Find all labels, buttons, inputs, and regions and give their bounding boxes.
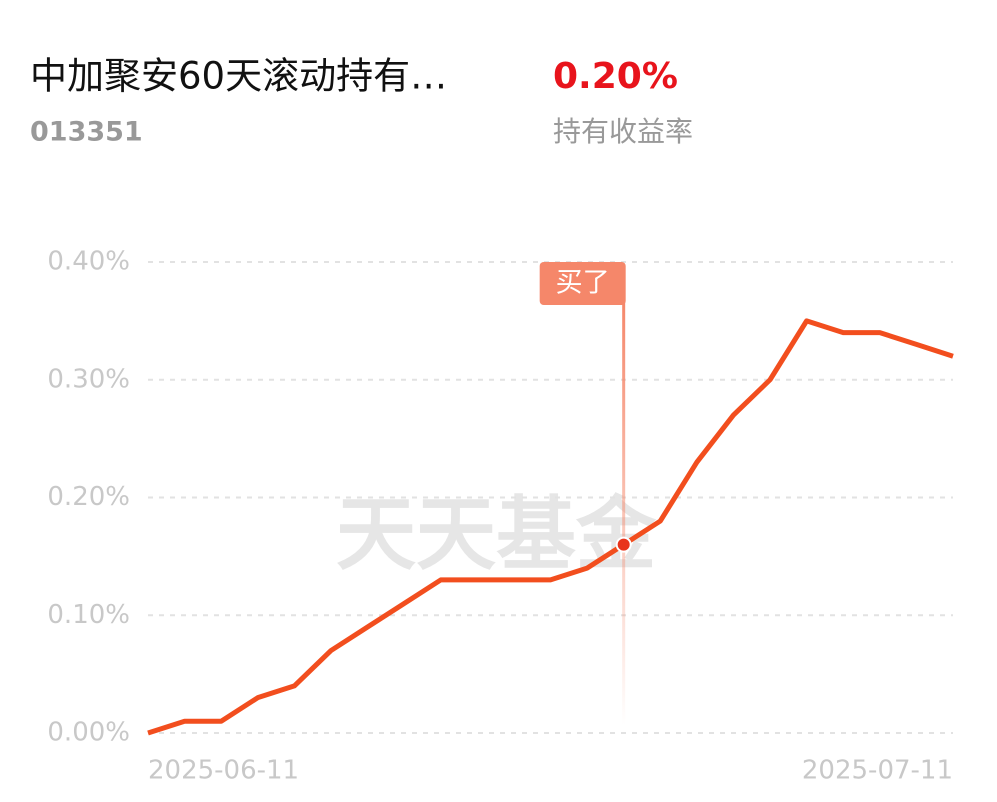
return-value: 0.20% [553, 56, 678, 97]
marker-label: 买了 [556, 268, 610, 299]
y-tick-label: 0.40% [47, 247, 130, 277]
return-label: 持有收益率 [553, 115, 693, 148]
line [147, 318, 954, 736]
x-tick-label: 2025-06-11 [148, 756, 299, 786]
fund-code: 013351 [30, 117, 143, 148]
y-tick-label: 0.00% [47, 718, 130, 748]
watermark: 天天基金 [336, 488, 657, 581]
marker-point [615, 536, 632, 553]
x-tick-label: 2025-07-11 [802, 756, 953, 786]
y-tick-label: 0.10% [47, 600, 130, 630]
y-tick-label: 0.30% [47, 364, 130, 394]
fund-title: 中加聚安60天滚动持有… [30, 55, 447, 98]
y-tick-label: 0.20% [47, 482, 130, 512]
marker-line [622, 300, 626, 725]
marker-box [539, 262, 626, 305]
